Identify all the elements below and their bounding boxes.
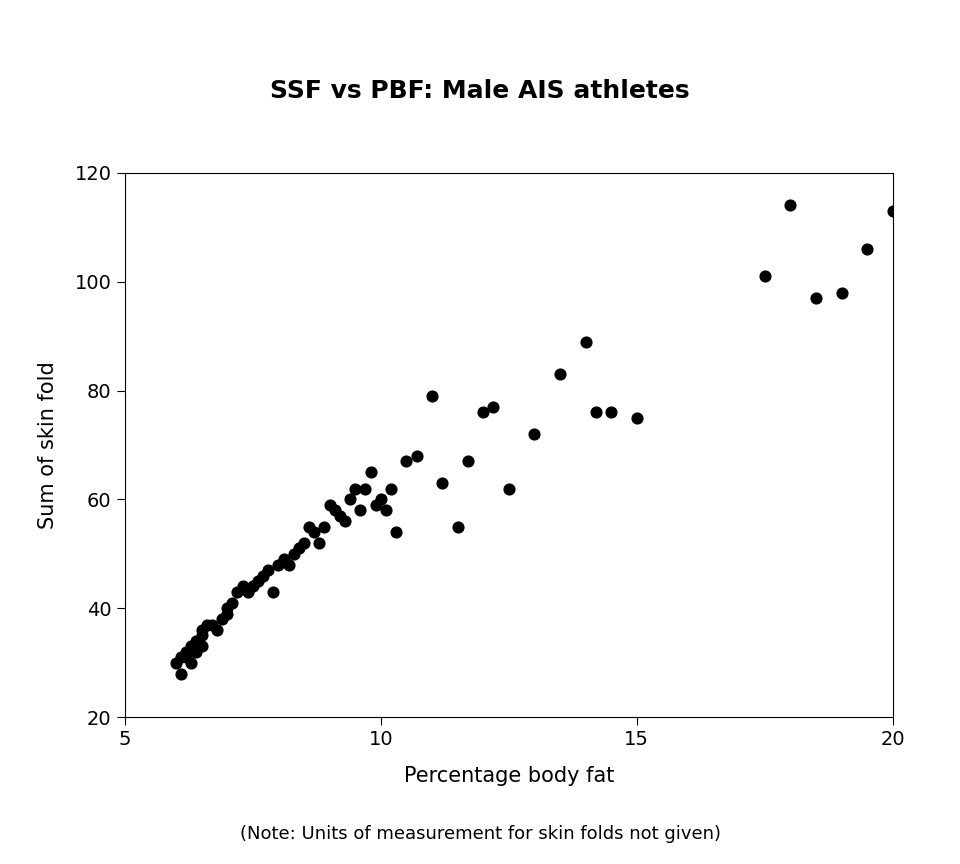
Point (885, 204, 900, 218)
Point (204, 618, 220, 632)
Y-axis label: Sum of skin fold: Sum of skin fold (38, 361, 58, 529)
Point (194, 639, 209, 653)
Point (383, 481, 398, 495)
Point (475, 405, 491, 419)
Point (183, 656, 199, 670)
Point (260, 563, 276, 577)
Point (291, 542, 306, 556)
Point (194, 623, 209, 637)
Point (435, 476, 450, 490)
Point (337, 514, 352, 528)
Point (229, 585, 245, 599)
Point (174, 651, 189, 664)
Point (460, 454, 475, 468)
Text: SSF vs PBF: Male AIS athletes: SSF vs PBF: Male AIS athletes (270, 79, 690, 103)
Point (297, 536, 312, 550)
Point (214, 613, 229, 626)
Point (343, 492, 358, 506)
Point (629, 410, 644, 424)
Point (245, 580, 260, 594)
Point (409, 449, 424, 463)
Point (424, 389, 440, 403)
Point (189, 645, 204, 658)
Point (209, 623, 225, 637)
Point (552, 367, 567, 381)
Point (373, 492, 389, 506)
Point (389, 525, 404, 539)
Point (240, 585, 255, 599)
Point (281, 558, 297, 572)
Point (348, 481, 363, 495)
Point (199, 618, 214, 632)
Point (834, 286, 850, 300)
Point (808, 291, 824, 305)
Point (168, 656, 183, 670)
Point (286, 547, 301, 561)
Point (322, 498, 337, 511)
Point (276, 552, 291, 566)
Point (179, 651, 194, 664)
Point (255, 569, 271, 582)
Point (527, 427, 542, 441)
Point (578, 334, 593, 348)
Point (271, 558, 286, 572)
Point (225, 596, 240, 610)
Point (306, 525, 322, 539)
Point (368, 498, 383, 511)
Point (179, 645, 194, 658)
Point (327, 504, 343, 518)
Point (363, 465, 378, 479)
Point (757, 270, 773, 283)
Point (194, 629, 209, 643)
Point (332, 509, 348, 523)
Point (174, 667, 189, 681)
Point (604, 405, 619, 419)
Point (378, 504, 394, 518)
Point (782, 199, 798, 213)
Point (251, 574, 266, 588)
Point (450, 519, 466, 533)
Point (358, 481, 373, 495)
Point (588, 405, 604, 419)
Point (398, 454, 414, 468)
Point (189, 634, 204, 648)
Point (501, 481, 516, 495)
Point (183, 639, 199, 653)
Point (301, 519, 317, 533)
Point (220, 607, 235, 620)
Point (317, 519, 332, 533)
Text: (Note: Units of measurement for skin folds not given): (Note: Units of measurement for skin fol… (239, 825, 721, 842)
Point (352, 504, 368, 518)
X-axis label: Percentage body fat: Percentage body fat (403, 766, 614, 786)
Point (220, 601, 235, 615)
Point (859, 242, 875, 256)
Point (266, 585, 281, 599)
Point (312, 536, 327, 550)
Point (486, 400, 501, 414)
Point (235, 580, 251, 594)
